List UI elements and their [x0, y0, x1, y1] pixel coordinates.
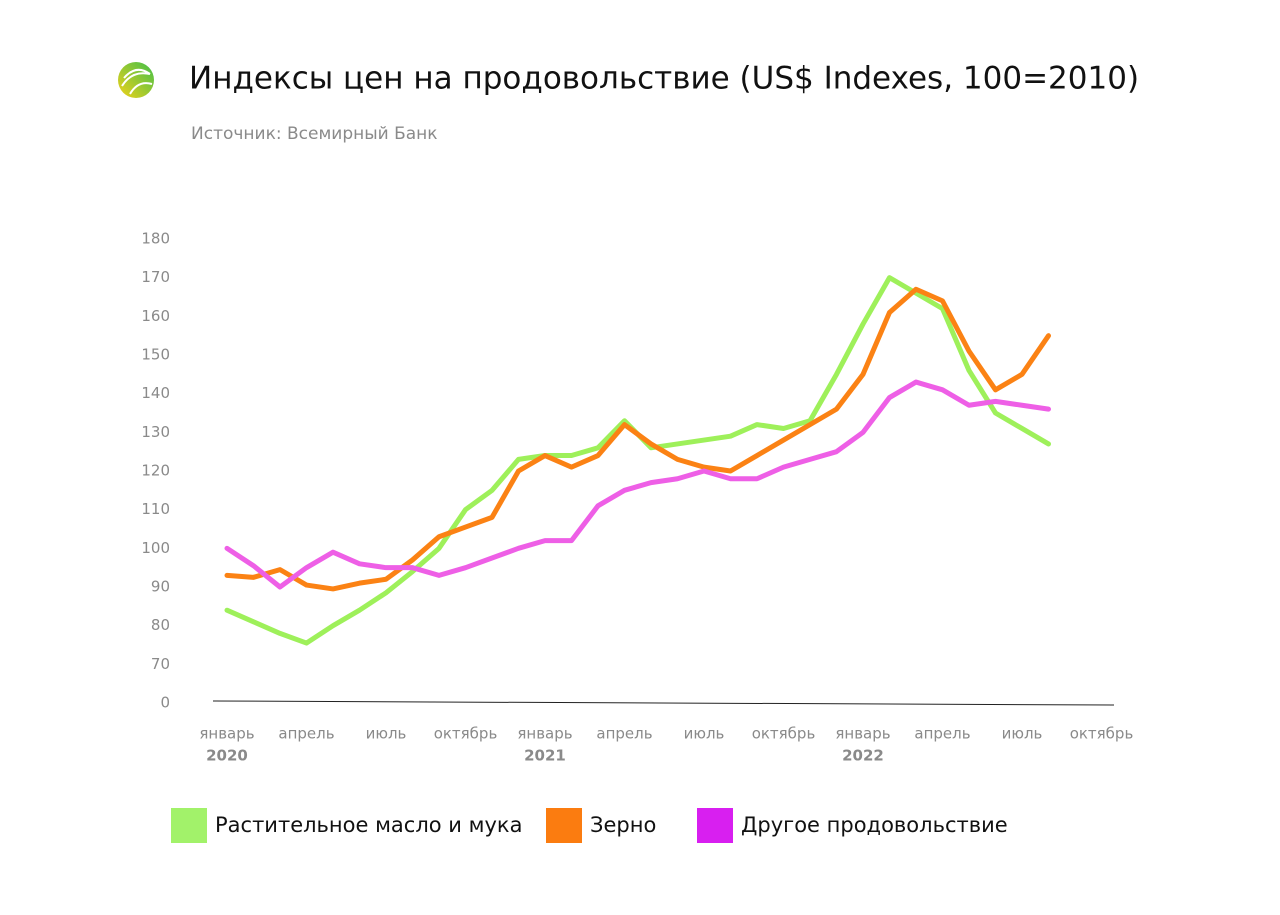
x-tick-label: апрель: [278, 725, 334, 743]
series-line: [224, 379, 1051, 590]
x-tick-label: июль: [684, 725, 725, 743]
y-tick-label: 80: [151, 616, 170, 634]
legend-label: Зерно: [590, 813, 656, 837]
year-label: 2021: [524, 747, 566, 765]
y-tick-label: 130: [141, 423, 170, 441]
y-tick-label: 100: [141, 539, 170, 557]
y-tick-label: 160: [141, 307, 170, 325]
y-tick-label: 180: [141, 230, 170, 248]
legend-swatch: [171, 808, 207, 843]
series-line: [224, 275, 1051, 646]
y-tick-label: 120: [141, 462, 170, 480]
x-tick-label: октябрь: [434, 725, 498, 743]
x-tick-label: январь: [517, 725, 572, 743]
year-label: 2020: [206, 747, 248, 765]
x-tick-label: январь: [835, 725, 890, 743]
legend-swatch: [546, 808, 582, 843]
chart-subtitle: Источник: Всемирный Банк: [191, 124, 438, 144]
x-tick-label: апрель: [596, 725, 652, 743]
y-tick-label: 110: [141, 500, 170, 518]
legend-label: Другое продовольствие: [741, 813, 1008, 837]
x-tick-label: январь: [199, 725, 254, 743]
y-tick-label: 70: [151, 655, 170, 673]
series-line: [224, 286, 1051, 592]
y-tick-label: 140: [141, 384, 170, 402]
legend-label: Растительное масло и мука: [215, 813, 522, 837]
x-tick-label: октябрь: [752, 725, 816, 743]
legend-swatch: [697, 808, 733, 843]
x-tick-label: июль: [366, 725, 407, 743]
y-tick-label: 150: [141, 346, 170, 364]
x-tick-label: апрель: [914, 725, 970, 743]
logo: [118, 62, 154, 98]
chart-title: Индексы цен на продовольствие (US$ Index…: [189, 61, 1139, 97]
baseline: [212, 700, 1115, 706]
x-tick-label: октябрь: [1070, 725, 1134, 743]
y-tick-label: 170: [141, 268, 170, 286]
x-tick-label: июль: [1002, 725, 1043, 743]
y-tick-label: 90: [151, 578, 170, 596]
year-label: 2022: [842, 747, 884, 765]
y-tick-label: 0: [160, 694, 170, 712]
